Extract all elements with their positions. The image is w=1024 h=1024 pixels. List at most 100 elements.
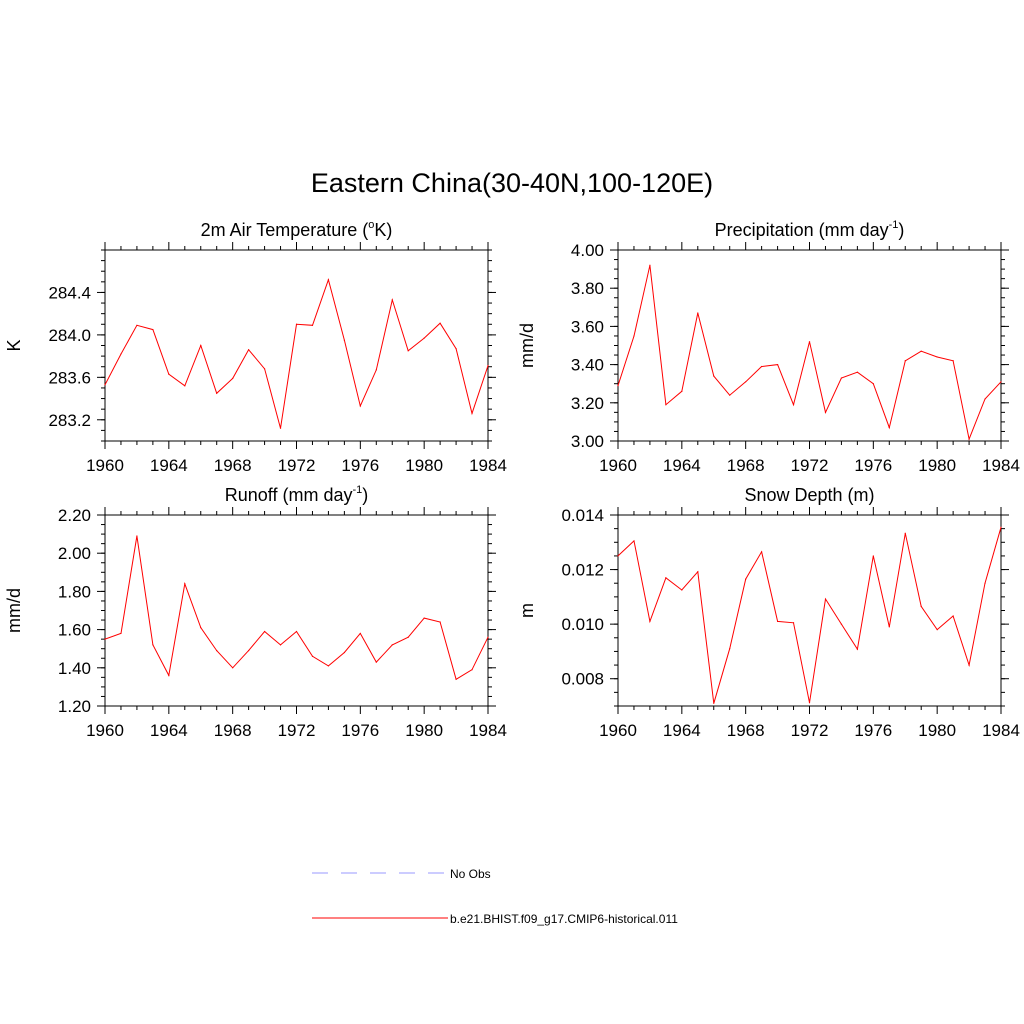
- data-point: [248, 650, 250, 652]
- data-point: [792, 404, 795, 406]
- data-point: [200, 627, 202, 629]
- data-point: [952, 615, 954, 617]
- data-point: [713, 375, 715, 377]
- plot-frame: [104, 249, 489, 442]
- data-point: [168, 674, 170, 677]
- figure-title: Eastern China(30-40N,100-120E): [310, 168, 714, 198]
- data-point: [888, 626, 890, 628]
- data-point: [729, 648, 731, 650]
- data-point: [808, 341, 811, 343]
- data-point: [279, 644, 282, 646]
- data-point: [808, 702, 811, 704]
- x-tick-label: 1960: [599, 721, 637, 740]
- data-point: [407, 636, 409, 638]
- legend: No Obs b.e21.BHIST.f09_g17.CMIP6-historic…: [312, 867, 678, 926]
- data-point: [792, 622, 795, 624]
- x-tick-label: 1964: [150, 456, 188, 475]
- y-tick-label: 283.6: [48, 368, 91, 387]
- data-point: [968, 664, 970, 666]
- data-point: [649, 620, 651, 623]
- series-line: [617, 527, 1002, 704]
- y-tick-label: 0.010: [561, 615, 604, 634]
- data-point: [824, 411, 827, 413]
- data-point: [904, 532, 906, 534]
- y-tick-label: 284.0: [48, 326, 91, 345]
- data-point: [359, 405, 361, 407]
- data-point: [279, 427, 282, 429]
- data-point: [152, 644, 154, 646]
- y-tick-label: 0.008: [561, 670, 604, 689]
- data-point: [487, 365, 489, 367]
- data-point: [136, 535, 138, 537]
- data-point: [665, 577, 667, 579]
- data-point: [936, 356, 938, 358]
- x-tick-label: 1972: [791, 456, 829, 475]
- y-tick-label: 1.40: [58, 659, 91, 678]
- data-point: [423, 617, 425, 619]
- panel-title-tail: ): [898, 220, 904, 240]
- legend-label: b.e21.BHIST.f09_g17.CMIP6-historical.011: [450, 912, 678, 926]
- data-point: [487, 636, 489, 638]
- data-point: [888, 427, 890, 429]
- panel-title-main: Runoff (mm day: [225, 485, 353, 505]
- data-point: [216, 392, 218, 394]
- data-point: [697, 312, 699, 314]
- data-point: [761, 551, 763, 553]
- data-point: [343, 339, 345, 341]
- chart-panel-4: 1960 1964 1968 1972 1976 1980 1984 0.008 0.010 0.…: [517, 485, 1020, 740]
- data-point: [168, 373, 170, 375]
- data-point: [856, 371, 858, 373]
- x-tick-label: 1964: [150, 721, 188, 740]
- y-axis-label: mm/d: [517, 323, 537, 368]
- data-point: [745, 578, 747, 580]
- data-point: [216, 650, 218, 652]
- y-tick-label: 1.80: [58, 582, 91, 601]
- data-point: [856, 648, 858, 650]
- x-tick-label: 1984: [982, 456, 1020, 475]
- data-point: [984, 398, 986, 400]
- y-tick-label: 284.4: [48, 283, 91, 302]
- y-tick-label: 3.40: [571, 356, 604, 375]
- data-point: [824, 598, 827, 600]
- data-point: [649, 264, 651, 266]
- x-tick-label: 1980: [918, 721, 956, 740]
- series-line: [104, 535, 489, 681]
- data-point: [872, 555, 874, 557]
- chart-panel-3: 1960 1964 1968 1972 1976 1980 1984 1.20 1.40 1.60…: [4, 484, 507, 740]
- y-tick-label: 283.2: [48, 411, 91, 430]
- data-point: [200, 344, 202, 347]
- x-tick-label: 1972: [278, 721, 316, 740]
- data-point: [120, 632, 122, 635]
- data-point: [295, 630, 298, 633]
- data-point: [952, 360, 954, 362]
- data-point: [391, 299, 393, 301]
- y-tick-label: 3.60: [571, 317, 604, 336]
- data-point: [439, 322, 441, 324]
- data-point: [248, 349, 250, 351]
- data-point: [232, 377, 234, 379]
- data-point: [311, 655, 314, 657]
- x-tick-label: 1968: [214, 721, 252, 740]
- data-point: [936, 629, 938, 631]
- data-point: [697, 571, 699, 573]
- data-point: [327, 665, 330, 667]
- data-point: [232, 667, 234, 669]
- y-tick-label: 0.012: [561, 561, 604, 580]
- plot-frame: [617, 249, 1002, 442]
- y-tick-label: 3.00: [571, 432, 604, 451]
- y-tick-label: 3.20: [571, 394, 604, 413]
- x-tick-label: 1964: [663, 456, 701, 475]
- data-point: [295, 323, 298, 325]
- panel-title-tail: ): [362, 485, 368, 505]
- data-point: [617, 385, 619, 387]
- data-point: [665, 404, 667, 406]
- x-tick-label: 1968: [727, 456, 765, 475]
- legend-label: No Obs: [450, 867, 491, 881]
- data-point: [681, 390, 683, 392]
- data-point: [359, 632, 361, 635]
- data-point: [729, 394, 731, 396]
- data-point: [391, 644, 393, 646]
- plot-frame: [104, 514, 489, 707]
- chart-panel-2: 1960 1964 1968 1972 1976 1980 1984 3.00 3.20 3.40…: [517, 219, 1020, 475]
